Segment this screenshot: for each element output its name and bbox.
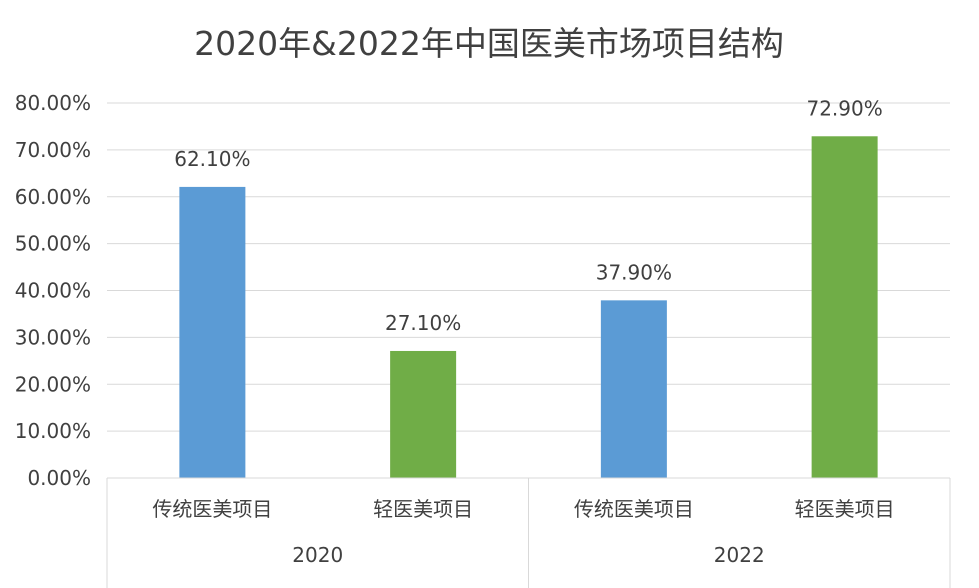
y-tick-label: 0.00%: [27, 466, 91, 490]
category-label: 传统医美项目: [152, 497, 272, 521]
data-label: 37.90%: [596, 260, 672, 284]
bar: [179, 186, 246, 478]
gridlines: [107, 102, 950, 479]
data-label: 72.90%: [806, 96, 882, 120]
data-labels: 62.10% 27.10% 37.90% 72.90%: [174, 96, 883, 335]
y-tick-label: 70.00%: [15, 138, 91, 162]
y-axis-ticks: 0.00% 10.00% 20.00% 30.00% 40.00% 50.00% 60.00…: [15, 91, 91, 490]
y-tick-label: 30.00%: [15, 325, 91, 349]
group-label: 2020: [292, 543, 343, 567]
y-tick-label: 20.00%: [15, 372, 91, 396]
x-axis-categories: 传统医美项目 轻医美项目 2020 传统医美项目 轻医美项目 2022: [106, 477, 951, 588]
bar: [600, 300, 667, 478]
bars: [179, 136, 878, 478]
y-tick-label: 50.00%: [15, 232, 91, 256]
data-label: 27.10%: [385, 311, 461, 335]
y-tick-label: 40.00%: [15, 279, 91, 303]
y-tick-label: 60.00%: [15, 185, 91, 209]
data-label: 62.10%: [174, 147, 250, 171]
chart-title: 2020年&2022年中国医美市场项目结构: [194, 24, 784, 63]
y-tick-label: 80.00%: [15, 91, 91, 115]
category-label: 传统医美项目: [574, 497, 694, 521]
bar: [390, 350, 457, 478]
category-label: 轻医美项目: [373, 497, 473, 521]
group-label: 2022: [714, 543, 765, 567]
y-tick-label: 10.00%: [15, 419, 91, 443]
bar: [811, 136, 878, 478]
category-label: 轻医美项目: [795, 497, 895, 521]
